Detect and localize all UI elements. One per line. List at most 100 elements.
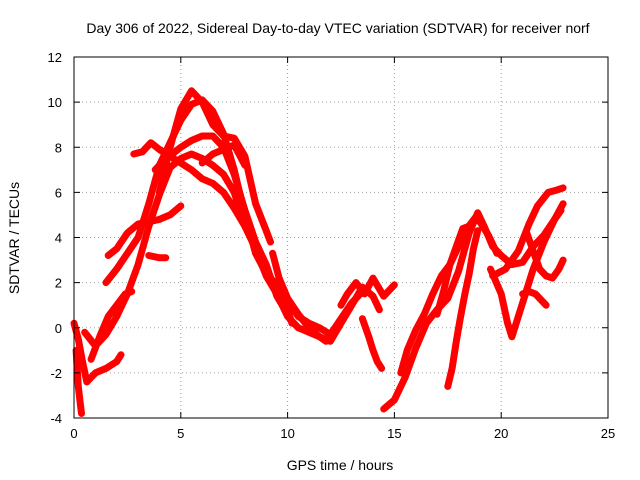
data-point-marker	[523, 229, 530, 236]
data-point-marker	[284, 295, 291, 302]
data-point-marker	[241, 162, 248, 169]
data-point-marker	[530, 266, 537, 273]
data-point-marker	[391, 281, 398, 288]
data-point-marker	[525, 288, 532, 295]
data-point-marker	[323, 338, 330, 345]
data-point-marker	[220, 132, 227, 139]
y-axis-title: SDTVAR / TECUs	[6, 182, 22, 294]
data-point-marker	[378, 365, 385, 372]
data-point-marker	[231, 135, 238, 142]
data-point-marker	[446, 261, 453, 268]
data-point-marker	[295, 324, 302, 331]
data-point-marker	[220, 146, 227, 153]
data-point-marker	[135, 261, 142, 268]
data-point-marker	[515, 313, 522, 320]
data-point-marker	[156, 146, 163, 153]
x-tick-labels: 0 5 10 15 20 25	[70, 426, 615, 441]
data-point-marker	[457, 313, 464, 320]
data-point-marker	[532, 290, 539, 297]
data-point-marker	[543, 272, 550, 279]
data-point-marker	[145, 252, 152, 259]
data-point-marker	[231, 141, 238, 148]
data-point-marker	[167, 144, 174, 151]
data-point-marker	[103, 365, 110, 372]
data-point-marker	[145, 200, 152, 207]
data-point-marker	[113, 266, 120, 273]
data-point-marker	[370, 293, 377, 300]
data-point-marker	[534, 202, 541, 209]
data-point-marker	[288, 320, 295, 327]
data-point-marker	[502, 266, 509, 273]
data-point-marker	[199, 175, 206, 182]
data-point-marker	[316, 333, 323, 340]
data-point-marker	[376, 306, 383, 313]
data-point-marker	[117, 351, 124, 358]
series-pass-b	[72, 346, 85, 417]
data-point-marker	[188, 151, 195, 158]
data-point-marker	[380, 405, 387, 412]
data-point-marker	[199, 132, 206, 139]
data-point-marker	[361, 290, 368, 297]
y-tick-label: 10	[48, 95, 62, 110]
data-point-marker	[370, 347, 377, 354]
data-point-marker	[536, 266, 543, 273]
data-point-marker	[177, 160, 184, 167]
data-series-group	[70, 87, 567, 417]
data-point-marker	[263, 227, 270, 234]
data-point-marker	[75, 336, 82, 343]
data-point-marker	[429, 290, 436, 297]
series-pass-n	[358, 315, 386, 372]
data-point-marker	[412, 345, 419, 352]
chart-title: Day 306 of 2022, Sidereal Day-to-day VTE…	[86, 20, 589, 36]
data-point-marker	[538, 297, 545, 304]
data-point-marker	[504, 320, 511, 327]
data-point-marker	[423, 320, 430, 327]
data-point-marker	[525, 220, 532, 227]
data-point-marker	[466, 270, 473, 277]
y-tick-label: -4	[50, 411, 62, 426]
x-tick-label: 25	[601, 426, 615, 441]
data-point-marker	[344, 290, 351, 297]
data-point-marker	[88, 356, 95, 363]
data-point-marker	[519, 259, 526, 266]
data-point-marker	[177, 144, 184, 151]
data-point-marker	[434, 311, 441, 318]
data-point-marker	[103, 279, 110, 286]
x-tick-label: 10	[280, 426, 294, 441]
data-point-marker	[113, 302, 120, 309]
data-point-marker	[530, 248, 537, 255]
data-point-marker	[188, 101, 195, 108]
data-point-marker	[515, 248, 522, 255]
data-point-marker	[113, 313, 120, 320]
data-point-marker	[540, 239, 547, 246]
data-point-marker	[209, 132, 216, 139]
data-point-marker	[402, 374, 409, 381]
x-tick-label: 20	[494, 426, 508, 441]
data-point-marker	[459, 225, 466, 232]
y-tick-label: -2	[50, 366, 62, 381]
data-point-marker	[374, 358, 381, 365]
data-point-marker	[466, 223, 473, 230]
data-point-marker	[79, 358, 86, 365]
data-point-marker	[139, 148, 146, 155]
data-point-marker	[105, 313, 112, 320]
data-point-marker	[252, 239, 259, 246]
data-point-marker	[231, 205, 238, 212]
data-point-marker	[553, 187, 560, 194]
axis-ticks	[73, 56, 609, 419]
y-tick-label: 8	[55, 140, 62, 155]
data-point-marker	[269, 250, 276, 257]
data-point-marker	[444, 295, 451, 302]
y-tick-label: 2	[55, 276, 62, 291]
data-point-marker	[273, 293, 280, 300]
data-point-marker	[199, 99, 206, 106]
data-point-marker	[177, 105, 184, 112]
data-point-marker	[391, 396, 398, 403]
data-point-marker	[105, 252, 112, 259]
data-point-marker	[370, 275, 377, 282]
data-point-marker	[267, 239, 274, 246]
data-point-marker	[545, 189, 552, 196]
data-point-marker	[474, 227, 481, 234]
data-point-marker	[284, 311, 291, 318]
data-point-marker	[156, 254, 163, 261]
